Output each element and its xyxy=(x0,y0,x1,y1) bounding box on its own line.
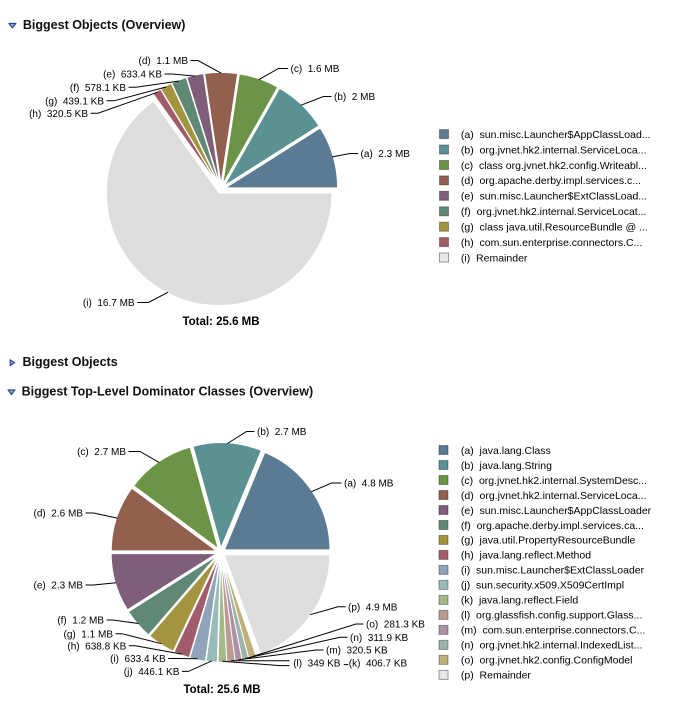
svg-text:(a) java.lang.Class: (a) java.lang.Class xyxy=(461,445,551,457)
svg-text:(a) 4.8 MB: (a) 4.8 MB xyxy=(344,479,394,490)
svg-text:Biggest Top-Level Dominator Cl: Biggest Top-Level Dominator Classes (Ove… xyxy=(22,385,314,399)
svg-text:(d) 1.1 MB: (d) 1.1 MB xyxy=(139,56,189,67)
svg-text:(b) 2 MB: (b) 2 MB xyxy=(334,92,375,103)
svg-text:(p) 4.9 MB: (p) 4.9 MB xyxy=(348,602,398,613)
svg-text:(i) Remainder: (i) Remainder xyxy=(461,252,528,264)
svg-text:(g) java.util.PropertyResourc: (g) java.util.PropertyResourceBundle xyxy=(461,535,636,547)
svg-text:Biggest Objects (Overview): Biggest Objects (Overview) xyxy=(23,18,186,32)
svg-text:(k) 406.7 KB: (k) 406.7 KB xyxy=(349,658,408,669)
svg-text:(e) 633.4 KB: (e) 633.4 KB xyxy=(103,70,162,81)
svg-text:(g) 1.1 MB: (g) 1.1 MB xyxy=(64,629,114,640)
svg-text:(f) org.jvnet.hk2.internal.Se: (f) org.jvnet.hk2.internal.ServiceLocat.… xyxy=(461,206,647,218)
svg-text:(d) 2.6 MB: (d) 2.6 MB xyxy=(34,509,84,520)
svg-text:(c) org.jvnet.hk2.internal.Sy: (c) org.jvnet.hk2.internal.SystemDesc... xyxy=(461,475,647,487)
svg-text:(f) org.apache.derby.impl.ser: (f) org.apache.derby.impl.services.ca... xyxy=(461,520,644,532)
svg-text:(l) 349 KB: (l) 349 KB xyxy=(293,658,341,669)
svg-text:Biggest Objects: Biggest Objects xyxy=(23,355,118,369)
svg-text:(h) 320.5 KB: (h) 320.5 KB xyxy=(29,109,88,120)
svg-text:Total: 25.6 MB: Total: 25.6 MB xyxy=(182,316,259,328)
svg-text:(a) 2.3 MB: (a) 2.3 MB xyxy=(361,149,411,160)
svg-text:(n) org.jvnet.hk2.internal.In: (n) org.jvnet.hk2.internal.IndexedList..… xyxy=(461,640,643,652)
svg-text:(d) org.apache.derby.impl.ser: (d) org.apache.derby.impl.services.c... xyxy=(461,175,641,187)
svg-text:(o) 281.3 KB: (o) 281.3 KB xyxy=(366,620,425,631)
svg-text:(l) org.glassfish.config.supp: (l) org.glassfish.config.support.Glass..… xyxy=(461,610,643,622)
svg-text:(e) 2.3 MB: (e) 2.3 MB xyxy=(34,581,84,592)
svg-text:(o) org.jvnet.hk2.config.Conf: (o) org.jvnet.hk2.config.ConfigModel xyxy=(461,655,633,667)
svg-text:(b) 2.7 MB: (b) 2.7 MB xyxy=(257,427,307,438)
svg-text:Total: 25.6 MB: Total: 25.6 MB xyxy=(183,684,260,696)
svg-text:(n) 311.9 KB: (n) 311.9 KB xyxy=(350,633,409,644)
svg-text:(j) sun.security.x509.X509Cer: (j) sun.security.x509.X509CertImpl xyxy=(461,580,624,592)
svg-text:(h) com.sun.enterprise.connec: (h) com.sun.enterprise.connectors.C... xyxy=(461,237,643,249)
svg-text:(f) 1.2 MB: (f) 1.2 MB xyxy=(57,616,104,627)
svg-text:(i) 633.4 KB: (i) 633.4 KB xyxy=(110,654,166,665)
svg-text:(c) 1.6 MB: (c) 1.6 MB xyxy=(291,64,340,75)
svg-text:(i) sun.misc.Launcher$ExtClas: (i) sun.misc.Launcher$ExtClassLoader xyxy=(461,565,645,577)
svg-text:(a) sun.misc.Launcher$AppClas: (a) sun.misc.Launcher$AppClassLoad... xyxy=(461,129,651,141)
svg-text:(c) 2.7 MB: (c) 2.7 MB xyxy=(77,447,126,458)
svg-text:(i) 16.7 MB: (i) 16.7 MB xyxy=(83,298,135,309)
svg-text:(p) Remainder: (p) Remainder xyxy=(461,670,532,682)
svg-text:(b) java.lang.String: (b) java.lang.String xyxy=(461,460,552,472)
svg-text:(c) class org.jvnet.hk2.confi: (c) class org.jvnet.hk2.config.Writeabl.… xyxy=(461,160,647,172)
svg-text:(j) 446.1 KB: (j) 446.1 KB xyxy=(124,667,180,678)
svg-text:(m) 320.5 KB: (m) 320.5 KB xyxy=(326,646,388,657)
svg-text:(k) java.lang.reflect.Field: (k) java.lang.reflect.Field xyxy=(461,595,578,607)
svg-text:(f) 578.1 KB: (f) 578.1 KB xyxy=(70,83,126,94)
svg-text:(d) org.jvnet.hk2.internal.Se: (d) org.jvnet.hk2.internal.ServiceLoca..… xyxy=(461,490,647,502)
svg-text:(g) 439.1 KB: (g) 439.1 KB xyxy=(45,96,104,107)
svg-text:(e) sun.misc.Launcher$ExtClas: (e) sun.misc.Launcher$ExtClassLoad... xyxy=(461,191,647,203)
svg-text:(h) 638.8 KB: (h) 638.8 KB xyxy=(67,641,126,652)
svg-text:(b) org.jvnet.hk2.internal.Se: (b) org.jvnet.hk2.internal.ServiceLoca..… xyxy=(461,144,647,156)
svg-text:(h) java.lang.reflect.Method: (h) java.lang.reflect.Method xyxy=(461,550,591,562)
svg-text:(m) com.sun.enterprise.connec: (m) com.sun.enterprise.connectors.C... xyxy=(461,625,645,637)
svg-text:(g) class java.util.ResourceB: (g) class java.util.ResourceBundle @ ... xyxy=(461,222,648,234)
svg-text:(e) sun.misc.Launcher$AppClas: (e) sun.misc.Launcher$AppClassLoader xyxy=(461,505,652,517)
